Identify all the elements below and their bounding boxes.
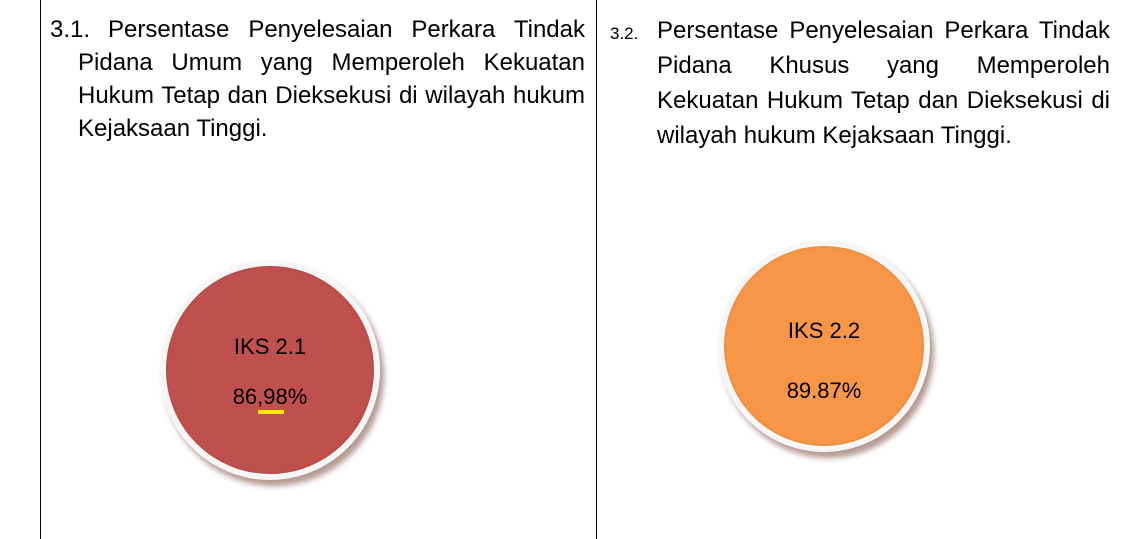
highlight	[258, 410, 284, 414]
badge-value: 86,98%	[232, 384, 308, 409]
badge: IKS 2.1 86,98%	[160, 260, 380, 480]
table-border	[40, 0, 41, 539]
badge-label: IKS 2.1	[233, 334, 307, 359]
badge-value: 89.87%	[786, 378, 862, 403]
item-text: Persentase Penyelesaian Perkara Tindak P…	[78, 16, 585, 142]
item-text: Persentase Penyelesaian Perkara Tindak P…	[657, 17, 1110, 149]
badge-label: IKS 2.2	[787, 318, 861, 343]
badge: IKS 2.2 89.87%	[718, 240, 930, 452]
item-number: 3.1.	[50, 16, 91, 43]
item-number: 3.2.	[610, 24, 639, 43]
table-border	[596, 0, 597, 539]
